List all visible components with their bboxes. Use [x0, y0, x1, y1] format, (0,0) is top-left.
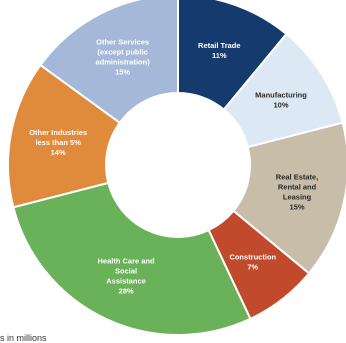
- slice-label-1: Manufacturing 10%: [255, 91, 307, 110]
- slice-label-3: Construction 7%: [229, 252, 276, 271]
- slice-2: [232, 121, 346, 275]
- slice-4: [12, 181, 252, 336]
- slice-label-5: Other Industries less than 5% 14%: [29, 128, 87, 157]
- slice-label-0: Retail Trade 11%: [198, 41, 241, 60]
- slice-label-4: Health Care and Social Assistance 28%: [98, 256, 156, 295]
- slice-5: [7, 63, 122, 209]
- chart-footnote: s in millions: [0, 333, 47, 343]
- slice-6: [39, 0, 179, 125]
- slice-label-2: Real Estate, Rental and Leasing 15%: [276, 173, 319, 212]
- slice-label-6: Other Services (except public administrati…: [96, 37, 151, 76]
